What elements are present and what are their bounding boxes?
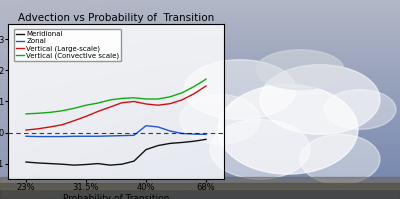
Bar (0, 177, 400, 189)
Bar (0, 183, 400, 199)
Title: Advection vs Probability of  Transition: Advection vs Probability of Transition (18, 13, 214, 23)
Ellipse shape (184, 60, 296, 119)
Ellipse shape (324, 90, 396, 129)
Ellipse shape (180, 95, 260, 144)
Ellipse shape (210, 119, 310, 179)
Ellipse shape (218, 85, 358, 174)
Legend: Meridional, Zonal, Vertical (Large-scale), Vertical (Convective scale): Meridional, Zonal, Vertical (Large-scale… (14, 29, 121, 61)
X-axis label: Probability of Transition: Probability of Transition (63, 194, 169, 199)
Ellipse shape (300, 134, 380, 184)
Ellipse shape (260, 65, 380, 134)
Ellipse shape (256, 50, 344, 90)
